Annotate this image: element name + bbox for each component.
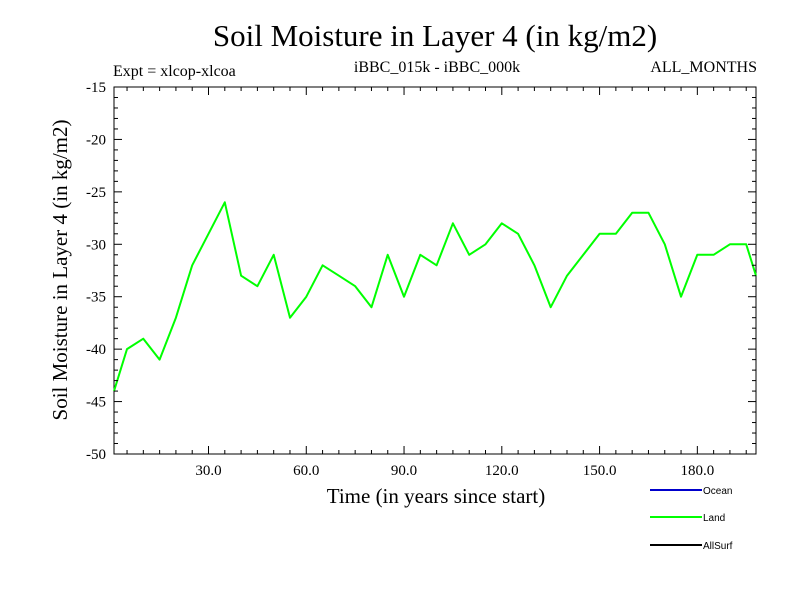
legend-label-ocean: Ocean (703, 486, 732, 497)
x-tick-label: 60.0 (293, 463, 319, 479)
months-label: ALL_MONTHS (650, 59, 757, 76)
series-line-land (113, 201, 757, 392)
x-tick-label: 150.0 (583, 463, 617, 479)
y-axis: -50 -45 -40 -35 -30 -25 -20 -15 (86, 80, 756, 463)
x-axis-label: Time (in years since start) (327, 484, 546, 508)
plot-area: 30.0 60.0 90.0 120.0 150.0 180.0 -50 -45 -40 -35… (86, 80, 757, 479)
y-tick-label: -45 (86, 395, 106, 411)
y-tick-label: -50 (86, 447, 106, 463)
y-tick-label: -30 (86, 237, 106, 253)
y-tick-label: -40 (86, 342, 106, 358)
x-tick-label: 30.0 (195, 463, 221, 479)
legend-label-allsurf: AllSurf (703, 541, 733, 552)
series-layer (113, 201, 757, 392)
comparison-label: iBBC_015k - iBBC_000k (354, 59, 520, 76)
y-tick-label: -25 (86, 185, 106, 201)
x-tick-label: 180.0 (680, 463, 714, 479)
x-tick-label: 90.0 (391, 463, 417, 479)
plot-frame (113, 86, 757, 455)
legend: Ocean Land AllSurf (650, 486, 733, 552)
y-tick-label: -20 (86, 132, 106, 148)
y-axis-label: Soil Moisture in Layer 4 (in kg/m2) (48, 120, 72, 421)
x-axis: 30.0 60.0 90.0 120.0 150.0 180.0 (126, 87, 747, 479)
experiment-label: Expt = xlcop-xlcoa (113, 63, 236, 80)
legend-label-land: Land (703, 513, 725, 524)
x-tick-label: 120.0 (485, 463, 519, 479)
chart-title: Soil Moisture in Layer 4 (in kg/m2) (213, 18, 657, 53)
y-tick-label: -15 (86, 80, 106, 96)
y-tick-label: -35 (86, 290, 106, 306)
